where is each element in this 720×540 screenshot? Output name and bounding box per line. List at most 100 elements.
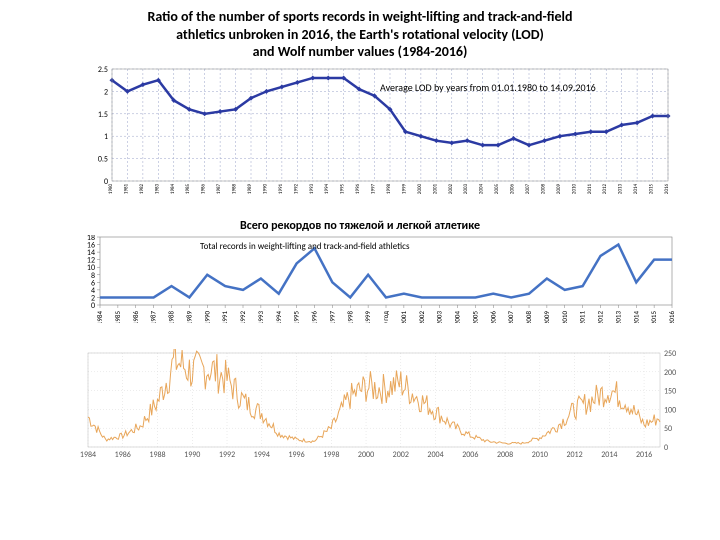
svg-text:2016: 2016: [664, 183, 670, 194]
title-line-3: and Wolf number values (1984-2016): [253, 43, 468, 60]
svg-text:2009: 2009: [556, 183, 562, 194]
svg-text:1994: 1994: [254, 450, 270, 460]
svg-text:2006: 2006: [488, 310, 497, 322]
svg-text:1988: 1988: [167, 310, 176, 322]
svg-text:2006: 2006: [462, 450, 478, 460]
svg-text:2008: 2008: [497, 450, 513, 460]
svg-text:2014: 2014: [633, 183, 639, 194]
svg-text:1995: 1995: [340, 183, 346, 194]
svg-text:18: 18: [87, 235, 95, 243]
title-line-2: athletics unbroken in 2016, the Earth's …: [176, 26, 544, 43]
svg-text:2004: 2004: [427, 450, 443, 460]
svg-text:2015: 2015: [649, 183, 655, 194]
svg-text:1998: 1998: [345, 310, 354, 322]
svg-text:2005: 2005: [470, 310, 479, 322]
wolf-chart: 0501001502002501984198619881990199219941…: [60, 349, 690, 469]
svg-text:1986: 1986: [201, 183, 207, 194]
svg-text:1984: 1984: [170, 183, 176, 194]
svg-text:2010: 2010: [560, 310, 569, 322]
svg-text:1988: 1988: [149, 450, 165, 460]
svg-text:2002: 2002: [417, 310, 426, 322]
svg-text:2010: 2010: [532, 450, 548, 460]
svg-text:1998: 1998: [323, 450, 339, 460]
records-title-en: Total records in weight-lifting and trac…: [200, 241, 409, 252]
svg-text:200: 200: [664, 367, 676, 377]
svg-text:1994: 1994: [324, 183, 330, 194]
svg-text:1985: 1985: [185, 183, 191, 194]
svg-text:1992: 1992: [219, 450, 235, 460]
svg-text:1.5: 1.5: [98, 109, 108, 119]
svg-text:2001: 2001: [432, 183, 438, 194]
svg-text:2012: 2012: [596, 310, 605, 322]
svg-text:250: 250: [664, 349, 676, 359]
svg-text:2015: 2015: [649, 310, 658, 322]
svg-text:1999: 1999: [363, 310, 372, 322]
svg-text:1984: 1984: [80, 450, 96, 460]
svg-text:2009: 2009: [542, 310, 551, 322]
svg-text:1991: 1991: [278, 183, 284, 194]
svg-text:2: 2: [104, 87, 108, 97]
svg-text:1996: 1996: [310, 310, 319, 322]
svg-text:1987: 1987: [216, 183, 222, 194]
svg-text:1992: 1992: [238, 310, 247, 322]
svg-text:2012: 2012: [602, 183, 608, 194]
main-title: Ratio of the number of sports records in…: [20, 8, 700, 61]
svg-text:2014: 2014: [631, 310, 640, 322]
svg-text:2000: 2000: [417, 183, 423, 194]
svg-text:1996: 1996: [288, 450, 304, 460]
svg-text:2016: 2016: [667, 310, 676, 322]
svg-text:2.5: 2.5: [98, 65, 108, 75]
svg-text:2011: 2011: [578, 310, 587, 322]
svg-text:0 год: 0 год: [381, 310, 390, 322]
svg-text:1991: 1991: [220, 310, 229, 322]
svg-text:2014: 2014: [601, 450, 617, 460]
svg-text:2010: 2010: [571, 183, 577, 194]
svg-text:1998: 1998: [386, 183, 392, 194]
svg-text:2007: 2007: [525, 183, 531, 194]
svg-text:1981: 1981: [123, 183, 129, 194]
svg-text:50: 50: [664, 424, 672, 434]
lod-chart: 00.511.522.51980198119821983198419851986…: [60, 65, 690, 213]
svg-text:1996: 1996: [355, 183, 361, 194]
svg-text:2004: 2004: [479, 183, 485, 194]
svg-text:1986: 1986: [131, 310, 140, 322]
svg-text:1990: 1990: [184, 450, 200, 460]
svg-text:1985: 1985: [113, 310, 122, 322]
records-chart: 0246810121416181984198519861987198819891…: [60, 235, 690, 345]
svg-text:2011: 2011: [587, 183, 593, 194]
svg-text:2012: 2012: [566, 450, 582, 460]
svg-text:1989: 1989: [247, 183, 253, 194]
svg-text:1999: 1999: [401, 183, 407, 194]
records-title-ru: Всего рекордов по тяжелой и легкой атлет…: [0, 219, 720, 233]
svg-text:1983: 1983: [154, 183, 160, 194]
svg-text:1980: 1980: [108, 183, 114, 194]
svg-text:2002: 2002: [448, 183, 454, 194]
svg-text:2000: 2000: [358, 450, 374, 460]
svg-text:2008: 2008: [524, 310, 533, 322]
svg-text:2003: 2003: [463, 183, 469, 194]
svg-text:2013: 2013: [613, 310, 622, 322]
lod-annotation: Average LOD by years from 01.01.1980 to …: [380, 81, 596, 94]
svg-text:150: 150: [664, 386, 676, 396]
svg-text:1997: 1997: [327, 310, 336, 322]
svg-text:2006: 2006: [510, 183, 516, 194]
svg-text:1993: 1993: [256, 310, 265, 322]
svg-text:1984: 1984: [95, 310, 104, 322]
svg-text:2008: 2008: [540, 183, 546, 194]
svg-text:1989: 1989: [184, 310, 193, 322]
svg-text:1: 1: [104, 132, 108, 142]
svg-text:2002: 2002: [393, 450, 409, 460]
svg-text:2001: 2001: [399, 310, 408, 322]
svg-text:2003: 2003: [435, 310, 444, 322]
svg-text:1987: 1987: [149, 310, 158, 322]
svg-text:1990: 1990: [262, 183, 268, 194]
svg-text:1986: 1986: [115, 450, 131, 460]
svg-text:2016: 2016: [636, 450, 652, 460]
svg-text:1993: 1993: [309, 183, 315, 194]
svg-text:0: 0: [664, 443, 668, 453]
svg-text:0.5: 0.5: [98, 154, 108, 164]
svg-text:2005: 2005: [494, 183, 500, 194]
svg-text:1988: 1988: [232, 183, 238, 194]
svg-text:2004: 2004: [453, 310, 462, 322]
svg-text:1995: 1995: [292, 310, 301, 322]
